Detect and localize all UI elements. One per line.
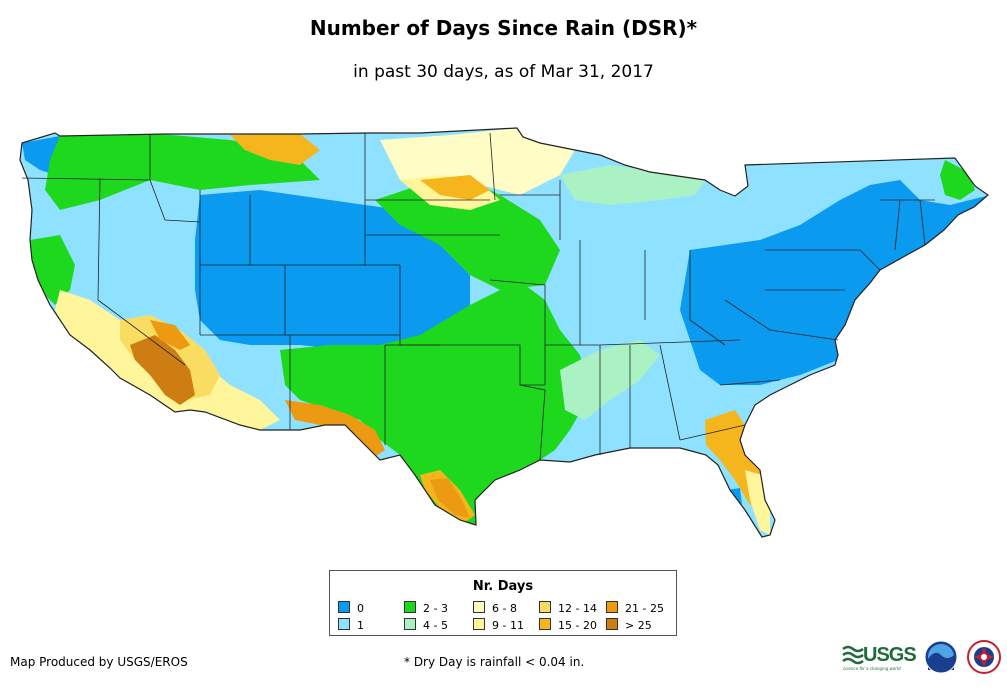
legend-swatch [539,618,551,630]
zone-21-25-southwest [150,320,190,350]
legend-label: 9 - 11 [492,619,524,632]
legend-swatch [473,618,485,630]
legend-item-15-20: 15 - 20 [539,618,597,632]
zone-over-25-southwest [130,335,195,405]
usgs-wave-icon [842,645,864,665]
legend-item-6-8: 6 - 8 [473,601,517,615]
legend-label: 0 [357,602,364,615]
zone-0-west [195,190,470,350]
map-producer-credit: Map Produced by USGS/EROS [10,655,188,669]
legend-swatch [606,618,618,630]
legend-label: 6 - 8 [492,602,517,615]
zone-21-25-south-texas [430,478,470,518]
zone-2-3-maine [940,160,975,200]
dsr-zones [20,128,988,537]
legend-item-9-11: 9 - 11 [473,618,524,632]
nws-seal-icon [967,640,1001,674]
legend-swatch [338,618,350,630]
agency-logos: USGS science for a changing world [843,640,1003,680]
legend-item-4-5: 4 - 5 [404,618,448,632]
legend-swatch [404,601,416,613]
map-subtitle: in past 30 days, as of Mar 31, 2017 [353,62,654,82]
legend-label: 4 - 5 [423,619,448,632]
legend-title: Nr. Days [472,579,534,594]
usgs-logo-text: USGS [863,644,917,666]
legend-swatch [606,601,618,613]
zone-4-5-south [560,340,660,420]
legend: Nr. Days 0 1 2 - 3 4 - 5 6 - 8 9 - 11 12… [329,570,677,636]
legend-item-2-3: 2 - 3 [404,601,448,615]
legend-swatch [404,618,416,630]
noaa-seal-icon [924,640,958,674]
legend-item-12-14: 12 - 14 [539,601,597,615]
state-borders [21,132,935,461]
legend-swatch [539,601,551,613]
legend-label: 15 - 20 [558,619,597,632]
legend-label: 1 [357,619,364,632]
legend-swatch [473,601,485,613]
legend-swatch [338,601,350,613]
legend-label: 12 - 14 [558,602,597,615]
zone-2-3-north-west [45,134,320,210]
dry-day-footnote: * Dry Day is rainfall < 0.04 in. [404,655,585,669]
legend-label: 2 - 3 [423,602,448,615]
zone-15-20-dakota [420,175,490,200]
usgs-tagline: science for a changing world [843,666,901,671]
legend-item-21-25: 21 - 25 [606,601,664,615]
legend-item-1: 1 [338,618,364,632]
map-title: Number of Days Since Rain (DSR)* [309,16,698,40]
legend-label: > 25 [625,619,652,632]
legend-item-over-25: > 25 [606,618,652,632]
zone-0-northeast [680,180,988,385]
zone-15-20-montana [230,134,320,165]
legend-item-0: 0 [338,601,364,615]
legend-label: 21 - 25 [625,602,664,615]
